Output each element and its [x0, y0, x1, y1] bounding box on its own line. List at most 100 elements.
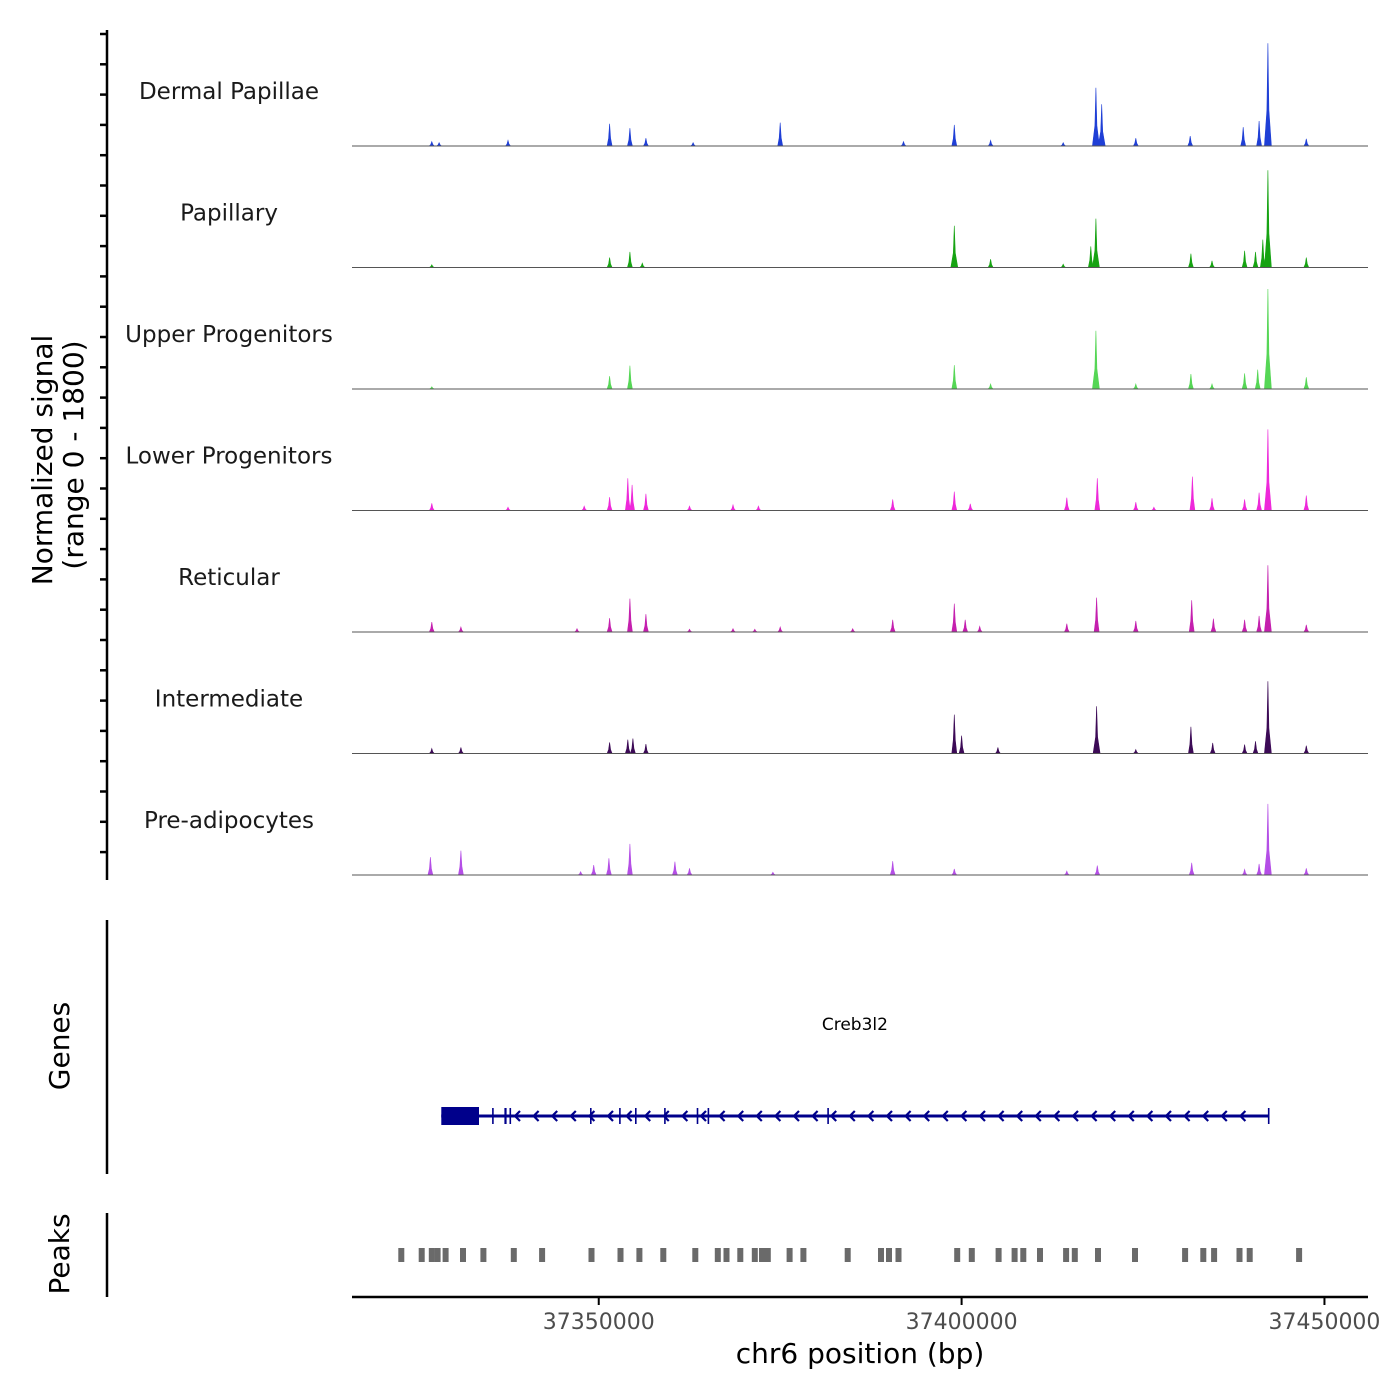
strand-arrow	[773, 1110, 782, 1122]
peak-region	[1037, 1248, 1043, 1262]
peak-region	[1296, 1248, 1303, 1262]
gene-exon	[827, 1108, 829, 1124]
strand-arrow	[1238, 1110, 1247, 1122]
peak-region	[617, 1248, 624, 1262]
signal-peak	[606, 257, 613, 268]
peak-region	[692, 1248, 699, 1262]
signal-peak	[1094, 865, 1101, 876]
signal-peak	[1092, 218, 1100, 268]
signal-track	[352, 43, 1368, 147]
gene-exon	[441, 1107, 479, 1125]
signal-peak	[1208, 260, 1216, 268]
signal-peak	[630, 738, 636, 754]
signal-peak	[1303, 138, 1310, 147]
track-label: Papillary	[180, 201, 278, 227]
signal-peak	[1097, 104, 1106, 147]
peak-region	[418, 1248, 425, 1262]
signal-peak	[1063, 870, 1071, 876]
peak-region	[764, 1248, 771, 1262]
strand-arrow	[736, 1110, 744, 1122]
signal-peak	[1093, 597, 1100, 633]
peak-region	[1246, 1248, 1253, 1262]
signal-peak	[1252, 741, 1259, 754]
peak-region	[759, 1248, 765, 1262]
signal-track	[352, 803, 1368, 876]
peak-region	[1071, 1248, 1078, 1262]
gene-exon	[635, 1108, 637, 1124]
signal-peak	[950, 225, 959, 268]
signal-peak	[606, 618, 613, 633]
signal-peak	[889, 861, 896, 876]
peak-region	[714, 1248, 721, 1262]
strand-arrow	[680, 1110, 689, 1122]
x-tick-label: 37350000	[543, 1310, 655, 1335]
signal-peak	[1092, 87, 1100, 147]
peak-region	[1200, 1248, 1207, 1262]
signal-peak	[967, 503, 974, 511]
signal-peak	[1303, 624, 1310, 633]
x-axis-title: chr6 position (bp)	[736, 1337, 985, 1370]
signal-peak	[1264, 429, 1272, 511]
signal-peak	[1187, 135, 1194, 147]
peak-region	[1182, 1248, 1189, 1262]
signal-peak	[1252, 251, 1259, 268]
strand-arrow	[904, 1110, 912, 1122]
strand-arrow	[1164, 1110, 1172, 1122]
signal-peak	[1188, 726, 1194, 754]
peak-region	[1132, 1248, 1138, 1262]
strand-arrow	[643, 1110, 651, 1122]
strand-arrow	[978, 1110, 986, 1122]
peak-track	[398, 1248, 1303, 1262]
peak-region	[428, 1248, 435, 1262]
signal-peak	[671, 861, 678, 876]
signal-peak	[1264, 288, 1272, 390]
peak-region	[751, 1248, 758, 1262]
signal-peak	[994, 747, 1001, 754]
signal-peak	[889, 619, 896, 633]
strand-arrow	[550, 1110, 558, 1122]
signal-peak	[642, 138, 649, 147]
signal-peak	[686, 505, 693, 511]
signal-peak	[1303, 495, 1310, 511]
strand-arrow	[941, 1110, 949, 1122]
signal-peak	[1210, 618, 1217, 633]
strand-arrow	[1034, 1110, 1042, 1122]
strand-arrow	[885, 1110, 893, 1122]
signal-peak	[1188, 373, 1194, 390]
signal-peak	[1132, 620, 1139, 633]
peak-region	[954, 1248, 961, 1262]
signal-peak	[627, 128, 633, 147]
signal-peak	[777, 625, 784, 633]
peak-region	[636, 1248, 643, 1262]
signal-peak	[1189, 476, 1196, 511]
signal-peak	[755, 505, 762, 511]
peak-region	[1011, 1248, 1018, 1262]
track-labels: Dermal Papillae Papillary Upper Progenitor…	[125, 79, 333, 834]
signal-peak	[1188, 862, 1195, 876]
signal-peak	[504, 139, 512, 147]
signal-peak	[1241, 499, 1248, 511]
signal-peak	[1254, 369, 1261, 390]
signal-peak	[987, 139, 994, 147]
peak-region	[968, 1248, 975, 1262]
signal-peak	[428, 747, 435, 754]
signal-track	[352, 429, 1368, 511]
signal-peak	[629, 484, 635, 511]
peak-region	[660, 1248, 667, 1262]
peak-region	[1236, 1248, 1243, 1262]
signal-peak	[1063, 623, 1070, 633]
peak-region	[844, 1248, 851, 1262]
signal-peak	[1209, 498, 1215, 511]
signal-track	[352, 170, 1368, 268]
gene-exon	[707, 1108, 710, 1124]
signal-track	[352, 288, 1368, 390]
signal-peak	[987, 259, 994, 268]
signal-peak	[900, 140, 907, 147]
signal-peak	[987, 382, 994, 390]
gene-exon	[619, 1108, 621, 1124]
signal-peak	[606, 497, 613, 511]
signal-peak	[1094, 478, 1101, 511]
peak-region	[442, 1248, 449, 1262]
signal-peak	[1303, 745, 1310, 754]
strand-arrow	[755, 1110, 763, 1122]
